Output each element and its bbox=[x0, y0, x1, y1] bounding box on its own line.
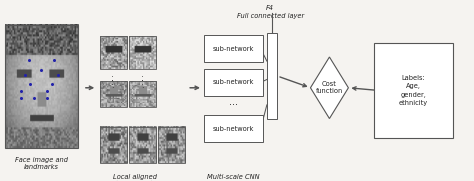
FancyBboxPatch shape bbox=[267, 33, 277, 119]
Text: F4
Full connected layer: F4 Full connected layer bbox=[237, 5, 304, 19]
FancyBboxPatch shape bbox=[374, 43, 453, 138]
Text: ...: ... bbox=[229, 97, 238, 107]
FancyBboxPatch shape bbox=[204, 69, 263, 96]
Text: sub-network: sub-network bbox=[213, 79, 254, 85]
Text: sub-network: sub-network bbox=[213, 125, 254, 132]
FancyBboxPatch shape bbox=[204, 35, 263, 62]
Text: sub-network: sub-network bbox=[213, 46, 254, 52]
FancyBboxPatch shape bbox=[204, 115, 263, 142]
Text: Labels:
Age,
gender,
ethnicity: Labels: Age, gender, ethnicity bbox=[399, 75, 428, 106]
Text: :: : bbox=[141, 78, 144, 87]
Text: .: . bbox=[141, 81, 144, 90]
Text: Face image and
landmarks: Face image and landmarks bbox=[15, 157, 68, 171]
Text: Multi-scale CNN: Multi-scale CNN bbox=[207, 174, 260, 180]
Text: :: : bbox=[111, 78, 114, 87]
Text: .: . bbox=[111, 81, 114, 90]
Text: Cost
function: Cost function bbox=[316, 81, 343, 94]
Text: :: : bbox=[141, 74, 144, 83]
Text: Local aligned
multi-scale patches: Local aligned multi-scale patches bbox=[102, 174, 168, 181]
Polygon shape bbox=[310, 57, 348, 119]
Text: :: : bbox=[111, 74, 114, 83]
